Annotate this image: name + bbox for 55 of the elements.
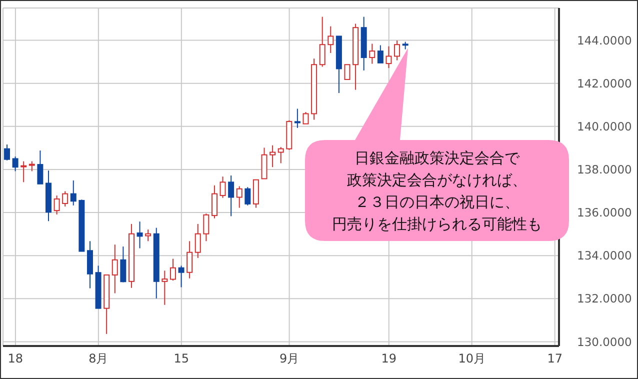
x-tick-label: 8月 [88,352,108,366]
candlestick [203,213,210,242]
y-tick-label: 138.0000 [577,162,632,177]
candlestick [37,150,44,184]
candlestick [12,156,18,172]
x-tick-label: 10月 [458,352,486,366]
y-tick-label: 142.0000 [577,76,632,90]
candlestick [162,270,168,306]
candlestick [270,144,276,168]
annotation: ２３日の日本の祝日に、 [354,192,520,212]
candlestick [112,244,118,294]
candlestick [62,190,68,207]
candlestick [377,44,384,64]
candlestick [170,258,176,282]
candlestick [178,265,184,288]
candlestick [54,195,60,215]
y-tick-label: 132.0000 [577,292,632,306]
candlestick [86,240,93,289]
candlestick [28,160,35,172]
candlestick [328,26,334,54]
annotation: 円売りを仕掛けられる可能性も [332,214,542,234]
candlestick [344,64,350,80]
candlestick [145,229,152,242]
y-tick-label: 144.0000 [577,33,632,48]
candlestick [261,147,268,180]
y-tick-label: 136.0000 [577,206,632,220]
candlestick [244,186,251,206]
candlestick [278,146,284,164]
candlestick [386,46,392,69]
y-tick-label: 134.0000 [577,248,632,263]
candlestick [120,246,126,283]
x-tick-label: 18 [8,352,24,366]
annotation: 日銀金融政策決定会合で [354,148,520,168]
candlestick [186,240,193,279]
candlestick [20,160,27,183]
x-tick-label: 9月 [279,352,300,366]
candlestick [294,108,300,128]
candlestick [228,174,234,217]
candlestick [211,184,218,219]
candlestick [236,186,242,208]
x-tick-label: 15 [174,352,190,366]
x-tick-label: 17 [547,352,562,366]
candlestick [194,223,201,258]
candlestick [319,16,326,68]
candlestick [369,43,376,64]
candlestick [70,180,76,206]
candlestick [4,144,10,161]
y-tick-label: 130.0000 [577,334,632,349]
annotation: 政策決定会合がなければ、 [347,170,527,190]
candlestick [394,40,400,61]
candlestick [136,221,143,249]
y-tick-label: 140.0000 [577,119,632,134]
candlestick [220,176,226,198]
x-tick-label: 19 [381,352,397,366]
candlestick [302,111,309,124]
